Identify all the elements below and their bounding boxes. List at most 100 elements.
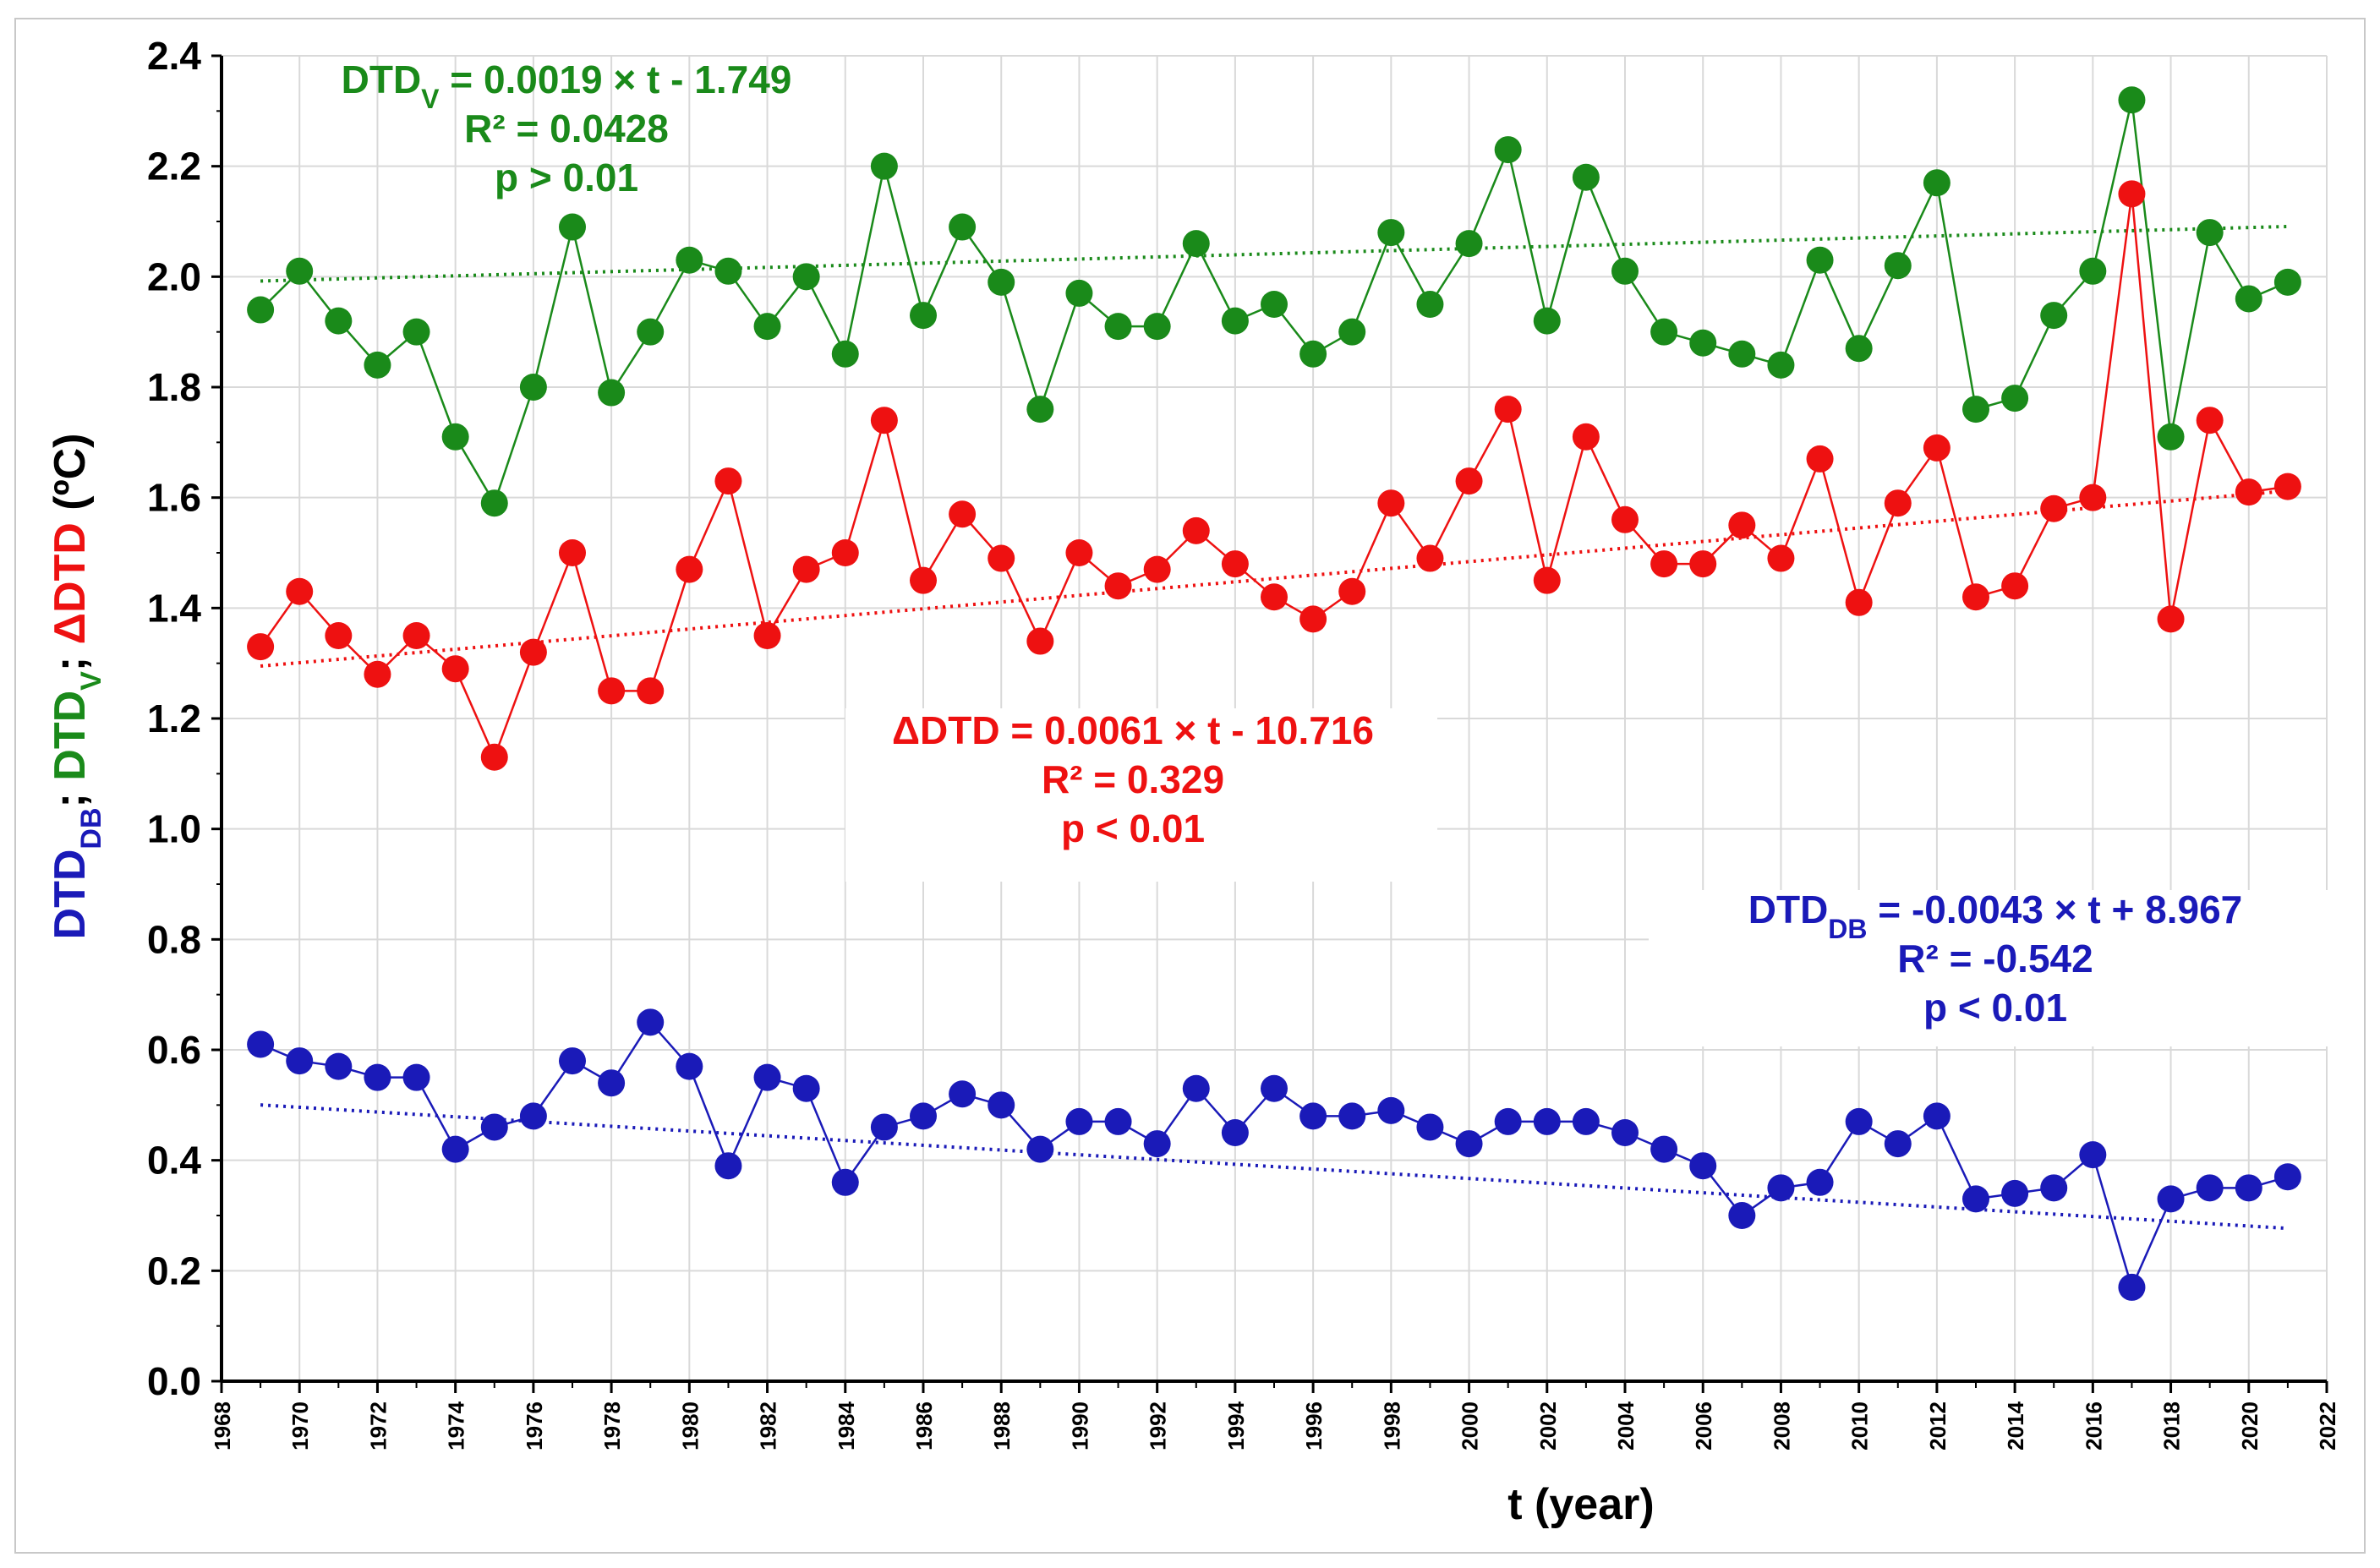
data-point — [1533, 307, 1561, 335]
data-point — [1182, 516, 1210, 544]
data-point — [637, 318, 665, 346]
y-tick-label: 0.2 — [147, 1248, 201, 1292]
equation-text: DTDV = 0.0019 × t - 1.749 — [342, 57, 792, 114]
data-point — [1806, 445, 1834, 473]
data-point — [676, 555, 703, 583]
data-point — [1884, 489, 1912, 517]
x-tick-label: 2002 — [1535, 1401, 1561, 1451]
data-point — [2273, 268, 2301, 296]
x-tick-label: 2012 — [1925, 1401, 1951, 1451]
data-point — [792, 555, 820, 583]
series-0 — [247, 86, 2301, 517]
y-tick-labels: 0.0 0.2 0.4 0.6 0.8 1.0 1.2 1.4 1.6 1.8 2.0 2.2 2.4 — [147, 34, 201, 1403]
data-point — [2079, 484, 2107, 511]
data-point — [753, 622, 781, 649]
data-point — [2157, 605, 2185, 633]
data-point — [1338, 577, 1366, 605]
data-point — [831, 340, 859, 368]
series-1 — [247, 180, 2301, 771]
data-point — [2235, 478, 2262, 506]
data-point — [2196, 1174, 2224, 1202]
data-point — [598, 1069, 626, 1097]
y-tick-label: 2.2 — [147, 145, 201, 188]
data-point — [286, 257, 314, 285]
x-tick-label: 1988 — [989, 1401, 1015, 1451]
x-tick-label: 2000 — [1458, 1401, 1483, 1451]
y-tick-label: 1.6 — [147, 476, 201, 520]
data-point — [1650, 318, 1678, 346]
x-tick-label: 1992 — [1146, 1401, 1171, 1451]
data-point — [1533, 566, 1561, 594]
data-point — [247, 1030, 275, 1058]
data-point — [2079, 1141, 2107, 1169]
data-point — [364, 1063, 391, 1091]
data-point — [714, 467, 742, 495]
data-point — [247, 633, 275, 661]
data-point — [949, 1080, 977, 1108]
data-point — [949, 213, 977, 241]
data-point — [1689, 329, 1717, 357]
r-squared-text: R² = -0.542 — [1897, 937, 2093, 981]
data-point — [559, 1047, 586, 1075]
data-point — [364, 351, 391, 379]
y-tick-label: 2.4 — [147, 34, 201, 78]
y-tick-label: 0.6 — [147, 1028, 201, 1072]
data-point — [1767, 544, 1795, 572]
x-tick-label: 1990 — [1067, 1401, 1092, 1451]
data-point — [1221, 1119, 1249, 1146]
data-point — [1689, 1152, 1717, 1180]
series-group — [247, 86, 2301, 1301]
data-point — [1806, 246, 1834, 274]
data-point — [1962, 583, 1989, 611]
data-point — [1338, 1102, 1366, 1130]
equation-annotation-1: ΔDTD = 0.0061 × t - 10.716 R² = 0.329 p < … — [845, 708, 1437, 882]
data-point — [753, 1063, 781, 1091]
data-point — [519, 1102, 547, 1130]
data-point — [1065, 1107, 1093, 1135]
data-point — [2273, 473, 2301, 500]
data-point — [441, 1135, 469, 1163]
data-point — [480, 1113, 508, 1141]
x-tick-label: 1968 — [210, 1401, 235, 1451]
x-tick-label: 2022 — [2315, 1401, 2340, 1451]
data-point — [1182, 1074, 1210, 1102]
x-tick-label: 2018 — [2159, 1401, 2185, 1451]
data-point — [1104, 1107, 1132, 1135]
equation-text: DTDDB = -0.0043 × t + 8.967 — [1748, 888, 2242, 944]
data-point — [1221, 550, 1249, 578]
data-point — [1416, 291, 1444, 318]
data-point — [1650, 1135, 1678, 1163]
data-point — [1611, 1119, 1639, 1146]
data-point — [1455, 230, 1483, 258]
x-axis-title: t (year) — [1507, 1480, 1654, 1529]
data-point — [559, 539, 586, 566]
data-point — [1143, 1130, 1171, 1158]
p-value-text: p < 0.01 — [1923, 986, 2067, 1030]
data-point — [1494, 136, 1522, 164]
data-point — [1494, 396, 1522, 423]
data-point — [1182, 230, 1210, 258]
x-tick-label: 1982 — [756, 1401, 781, 1451]
x-tick-label: 2010 — [1847, 1401, 1873, 1451]
data-point — [1026, 1135, 1054, 1163]
data-point — [1299, 340, 1327, 368]
data-point — [1962, 1185, 1989, 1213]
data-point — [2001, 1179, 2029, 1207]
y-tick-label: 2.0 — [147, 254, 201, 298]
data-point — [1572, 423, 1600, 451]
data-point — [1377, 489, 1405, 517]
x-tick-label: 2020 — [2237, 1401, 2262, 1451]
data-point — [753, 313, 781, 341]
data-point — [1533, 1107, 1561, 1135]
data-point — [402, 622, 430, 649]
data-point — [286, 1047, 314, 1075]
data-point — [637, 1008, 665, 1036]
data-point — [870, 152, 898, 180]
data-point — [1728, 1202, 1756, 1229]
y-tick-label: 0.4 — [147, 1139, 201, 1183]
data-point — [676, 246, 703, 274]
x-tick-label: 1994 — [1223, 1401, 1249, 1450]
data-point — [2196, 407, 2224, 434]
